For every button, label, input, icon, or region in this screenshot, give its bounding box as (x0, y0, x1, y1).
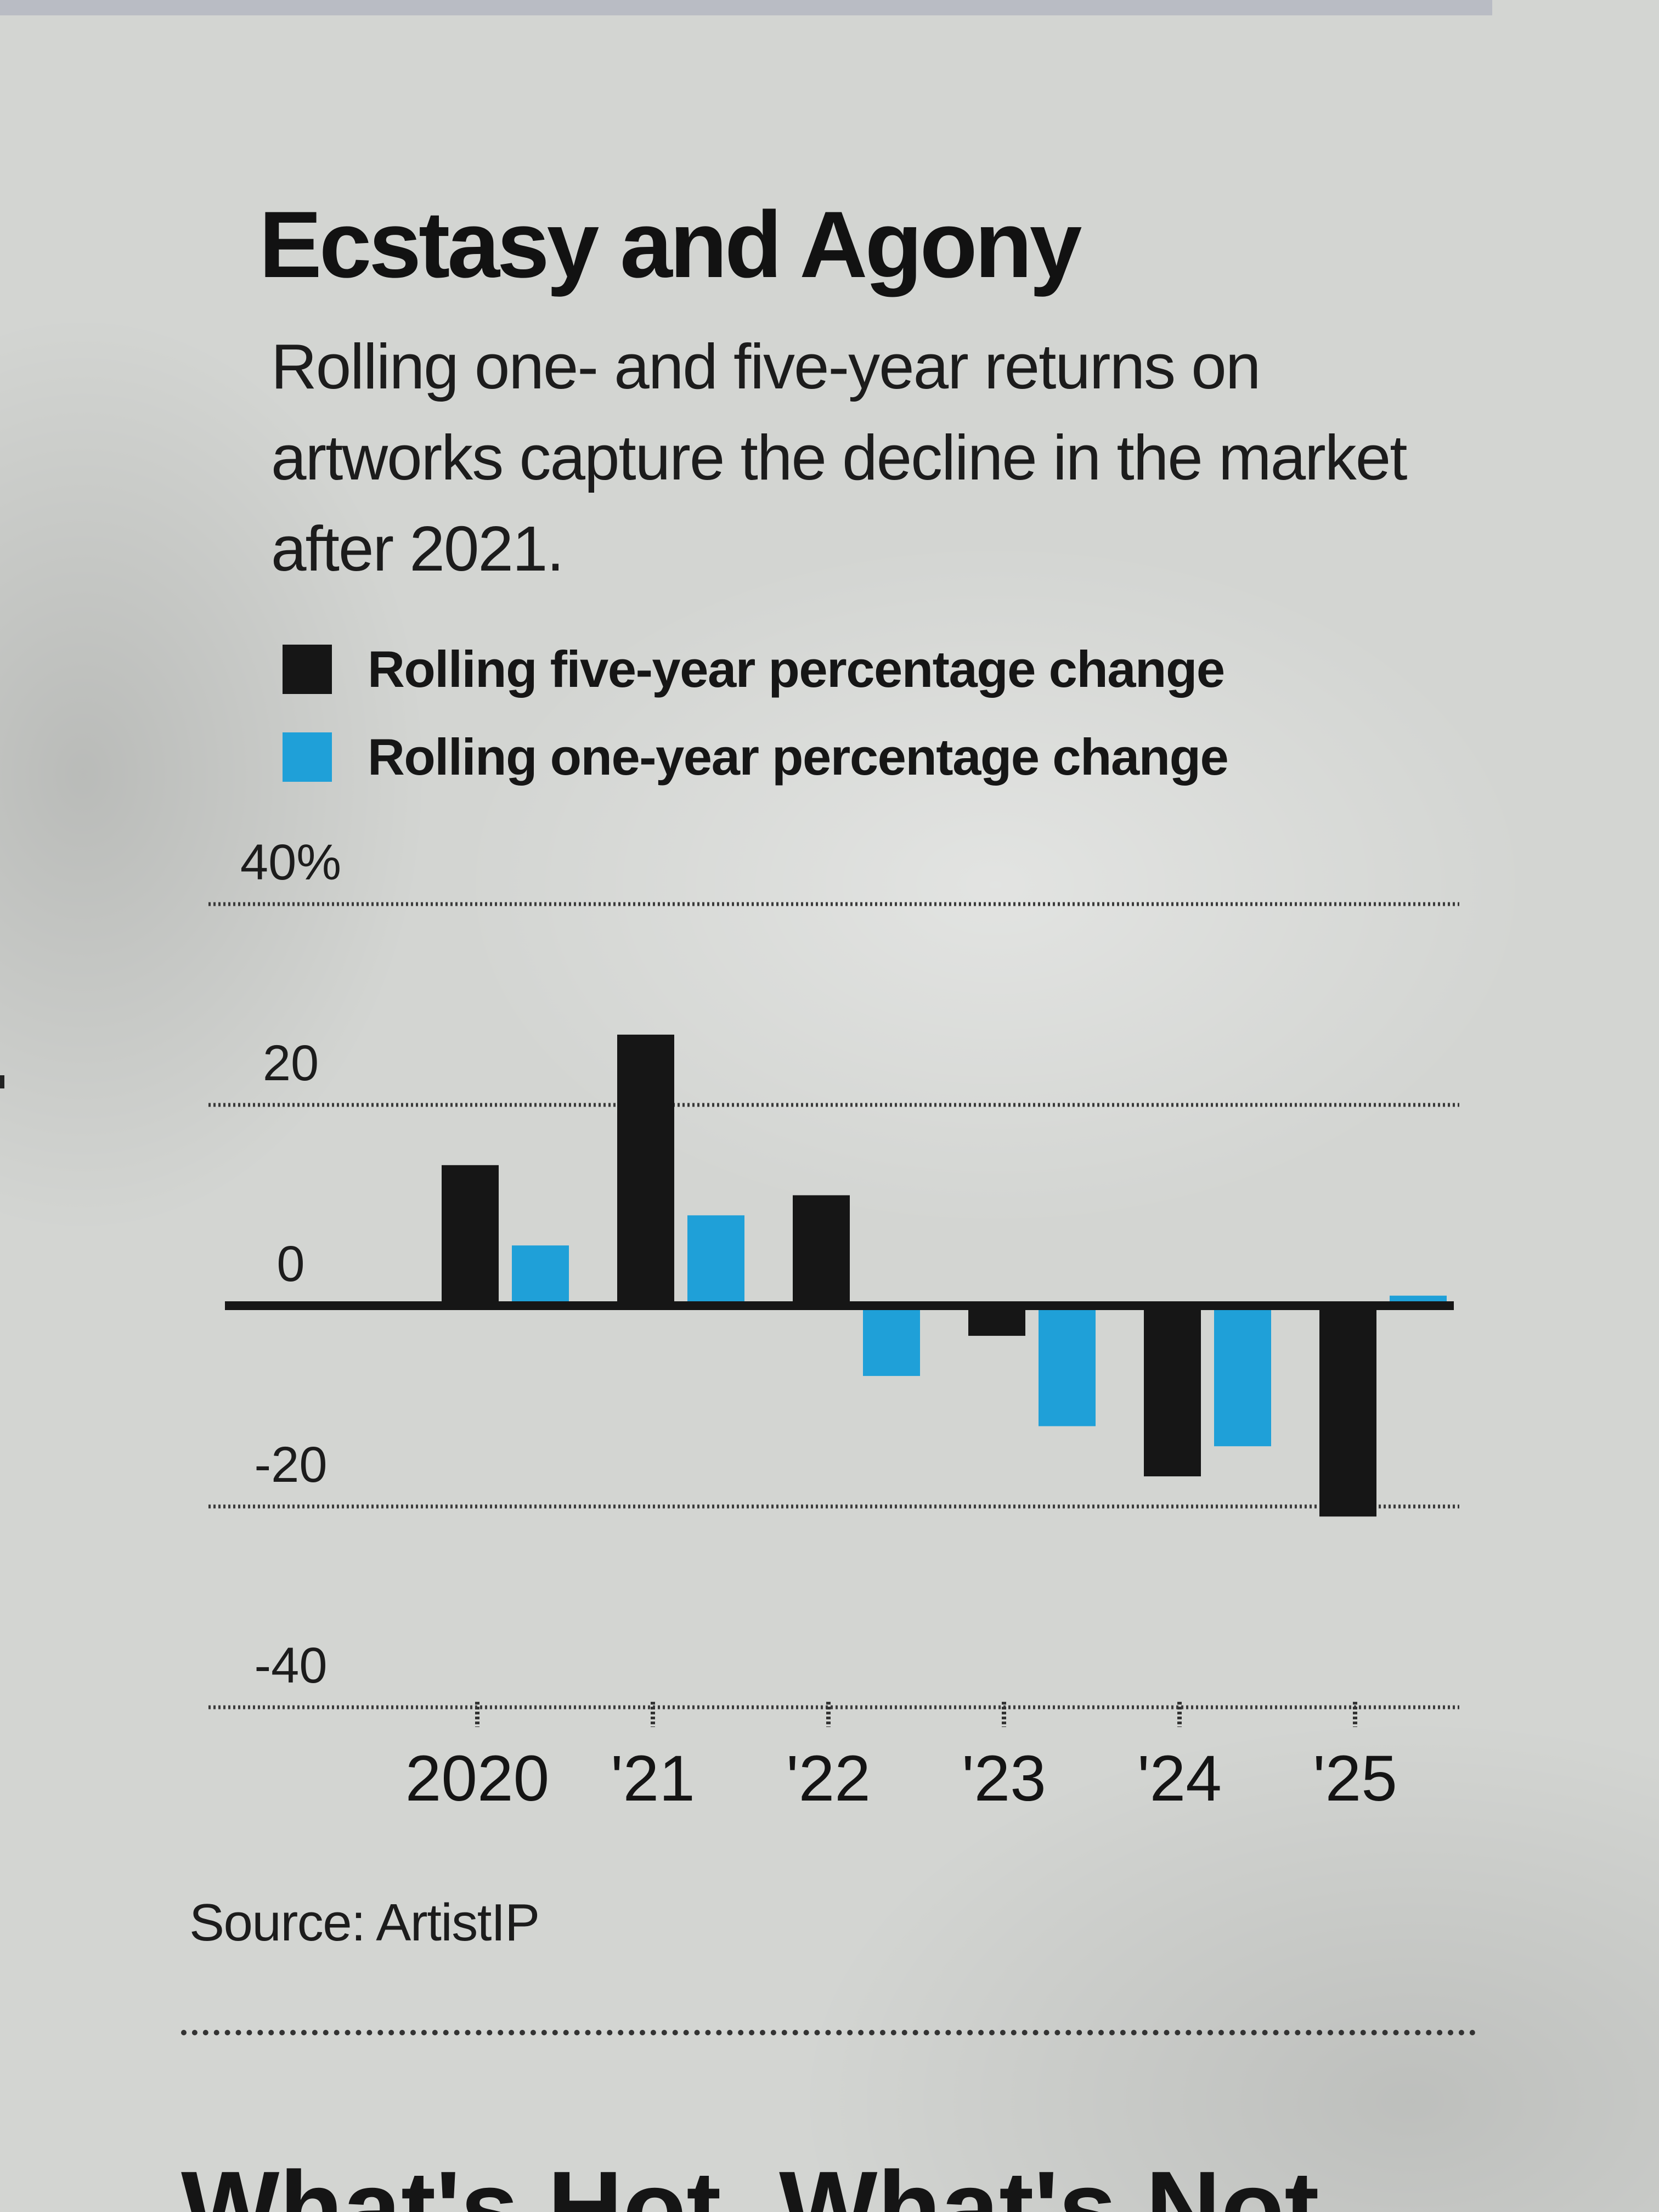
chart-subtitle: Rolling one- and five-year returns on ar… (271, 331, 1407, 584)
x-tick-label: '22 (786, 1742, 871, 1815)
y-tick-label: 20 (263, 1035, 319, 1091)
bar-one-year (512, 1245, 569, 1306)
y-tick-label: 0 (276, 1236, 304, 1292)
bar-one-year (1214, 1306, 1271, 1447)
bar-five-year (617, 1034, 674, 1306)
y-tick-label: 40% (240, 834, 341, 890)
x-tick-label: '25 (1313, 1742, 1397, 1815)
bar-one-year (863, 1306, 920, 1376)
bar-five-year (1144, 1306, 1201, 1477)
source-note: Source: ArtistIP (189, 1893, 540, 1952)
legend-swatch-five-year (283, 645, 332, 694)
y-tick-label: -20 (255, 1437, 328, 1493)
top-edge-strip (0, 0, 1492, 15)
cropped-edge-mark (0, 1075, 4, 1088)
bar-five-year (1319, 1306, 1376, 1517)
legend-label-five-year: Rolling five-year percentage change (368, 640, 1225, 698)
x-tick-label: 2020 (405, 1742, 550, 1815)
bar-chart: 40% 20 0 -20 -40 2020 '21 '22 '23 '24 '25 (208, 834, 1459, 1815)
x-tick-label: '21 (611, 1742, 695, 1815)
bar-five-year (442, 1165, 499, 1306)
bar-one-year (687, 1215, 744, 1306)
bar-one-year (1039, 1306, 1096, 1426)
x-tick-label: '24 (1137, 1742, 1222, 1815)
legend-swatch-one-year (283, 732, 332, 782)
y-tick-label: -40 (255, 1638, 328, 1694)
bar-five-year (793, 1195, 850, 1306)
bar-five-year (968, 1306, 1025, 1336)
section-divider (181, 2030, 1476, 2035)
x-tick-label: '23 (962, 1742, 1046, 1815)
chart-title: Ecstasy and Agony (259, 192, 1082, 297)
next-article-heading: What's Hot, What's Not (181, 2156, 1319, 2212)
legend-label-one-year: Rolling one-year percentage change (368, 728, 1229, 786)
